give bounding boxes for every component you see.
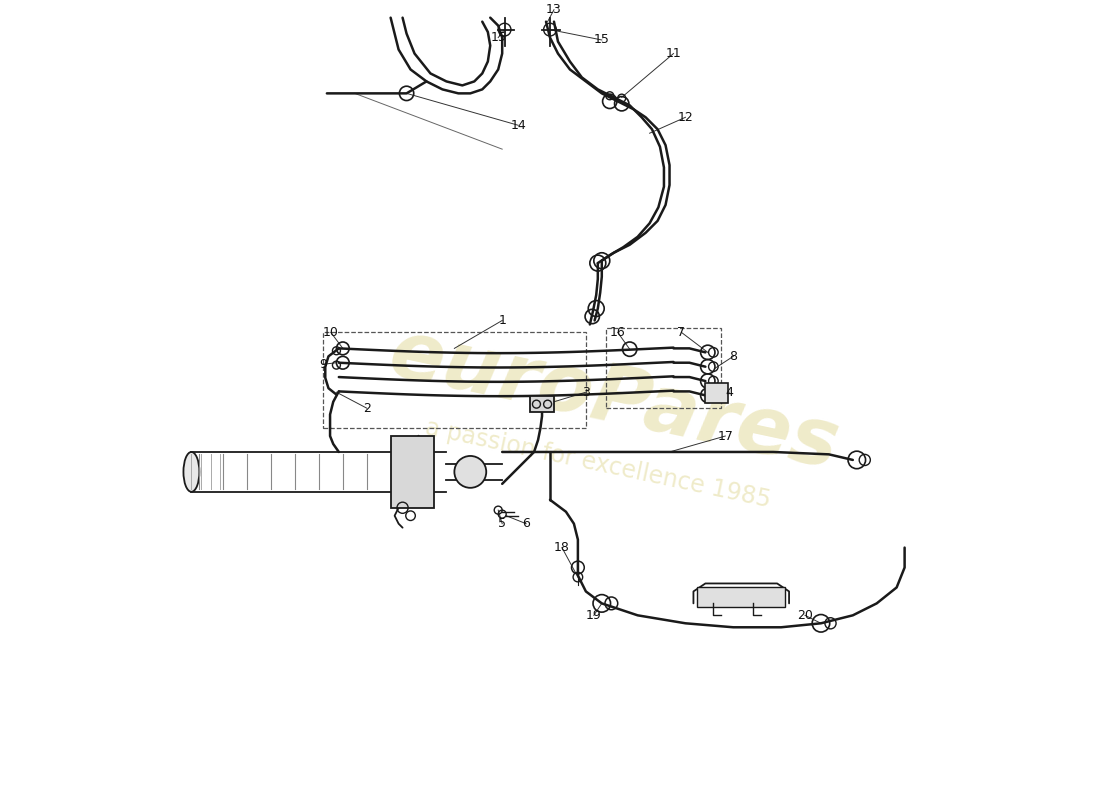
Text: 16: 16 xyxy=(609,326,626,339)
Text: 6: 6 xyxy=(522,517,530,530)
Text: 10: 10 xyxy=(323,326,339,339)
Text: 5: 5 xyxy=(498,517,506,530)
Bar xyxy=(606,329,722,408)
Text: a passion for excellence 1985: a passion for excellence 1985 xyxy=(422,415,773,512)
Bar xyxy=(530,396,554,412)
Text: 12: 12 xyxy=(678,110,693,124)
Text: 14: 14 xyxy=(510,118,526,132)
Text: 13: 13 xyxy=(546,3,562,16)
Bar xyxy=(323,333,586,428)
Text: 15: 15 xyxy=(491,31,506,44)
Text: 18: 18 xyxy=(554,541,570,554)
Text: 15: 15 xyxy=(594,34,609,46)
Bar xyxy=(390,436,435,508)
Text: 3: 3 xyxy=(582,386,590,398)
Text: 1: 1 xyxy=(498,314,506,327)
Text: 7: 7 xyxy=(678,326,685,339)
Text: 11: 11 xyxy=(666,47,681,60)
Circle shape xyxy=(454,456,486,488)
Text: 8: 8 xyxy=(729,350,737,363)
Text: 2: 2 xyxy=(363,402,371,414)
Text: euroPares: euroPares xyxy=(382,314,846,486)
Text: 19: 19 xyxy=(586,609,602,622)
Bar xyxy=(697,587,785,607)
Text: 20: 20 xyxy=(798,609,813,622)
Text: 4: 4 xyxy=(725,386,734,398)
Bar xyxy=(705,382,728,402)
Ellipse shape xyxy=(184,452,199,492)
Text: 17: 17 xyxy=(717,430,734,442)
Text: 9: 9 xyxy=(319,358,327,371)
